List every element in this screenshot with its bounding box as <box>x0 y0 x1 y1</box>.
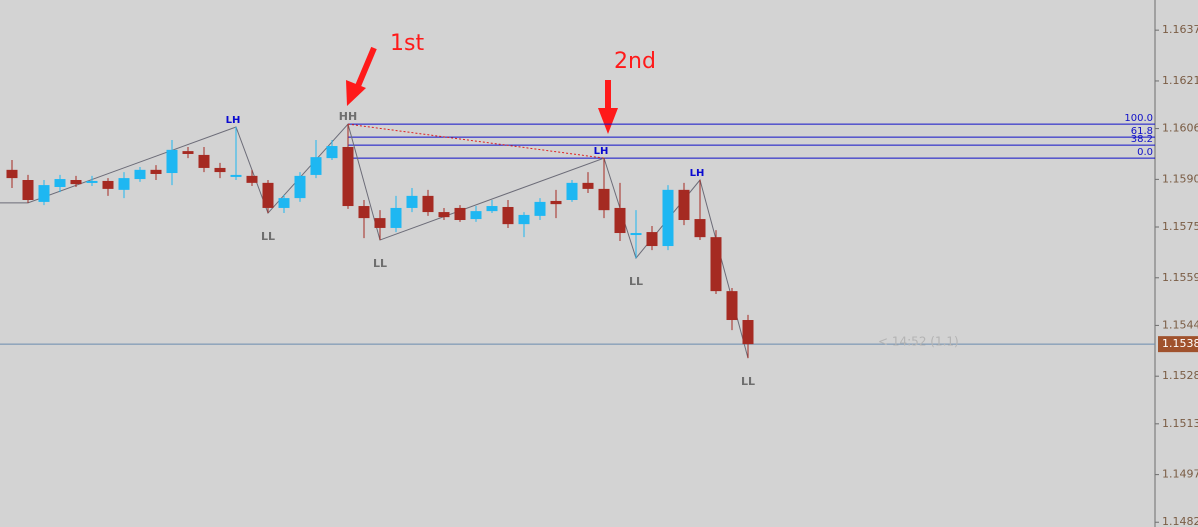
candle-body <box>486 206 498 212</box>
candle-body <box>278 198 290 208</box>
y-tick-label: 1.1590 <box>1162 172 1198 185</box>
candle-body <box>710 237 722 292</box>
swing-label: HH <box>339 110 357 123</box>
candle-body <box>694 219 706 238</box>
arrow <box>598 80 618 134</box>
candle-body <box>230 174 242 177</box>
candle-body <box>502 206 514 225</box>
arrow-shaft <box>355 46 377 88</box>
candle-body <box>646 232 658 247</box>
candle-body <box>518 214 530 225</box>
candle-body <box>134 169 146 180</box>
candle-body <box>310 157 322 175</box>
y-tick-label: 1.1637 <box>1162 23 1198 36</box>
candle-body <box>470 211 482 220</box>
candle-body <box>262 182 274 208</box>
y-tick-label: 1.1482 <box>1162 515 1198 527</box>
arrow <box>346 46 377 106</box>
price-box-label: 1.1538 <box>1162 337 1198 350</box>
swing-label: LH <box>594 146 609 157</box>
swing-label: LH <box>226 115 241 126</box>
annotation: 1st <box>390 31 424 56</box>
arrow-head <box>346 80 366 106</box>
candle-body <box>438 212 450 218</box>
candle-body <box>214 167 226 173</box>
swing-label: LL <box>373 257 387 270</box>
candle-body <box>54 179 66 187</box>
y-tick-label: 1.1544 <box>1162 318 1198 331</box>
y-tick-label: 1.1513 <box>1162 417 1198 430</box>
y-tick-label: 1.1497 <box>1162 468 1198 481</box>
candle-body <box>70 180 82 185</box>
candle-body <box>22 180 34 201</box>
y-tick-label: 1.1575 <box>1162 220 1198 233</box>
candle-body <box>6 169 18 179</box>
price-box <box>1158 336 1198 353</box>
fibo-label: 100.0 <box>1124 113 1153 124</box>
swing-label: LL <box>629 275 643 288</box>
candle-body <box>118 178 130 190</box>
candle-body <box>182 151 194 154</box>
swing-label: LL <box>741 375 755 388</box>
candle-body <box>614 207 626 234</box>
candle-body <box>422 195 434 213</box>
candle-body <box>566 182 578 201</box>
candle-body <box>198 154 210 168</box>
candle-body <box>598 188 610 211</box>
candle-body <box>582 182 594 189</box>
candle-body <box>454 207 466 221</box>
swing-label: LH <box>690 168 705 179</box>
candle-body <box>678 189 690 221</box>
candle-body <box>534 201 546 216</box>
candle-body <box>726 291 738 321</box>
candle-body <box>358 206 370 219</box>
fibo-label: 0.0 <box>1137 147 1153 158</box>
y-tick-label: 1.1559 <box>1162 271 1198 284</box>
candle-body <box>742 320 754 345</box>
candle-body <box>246 175 258 183</box>
candle-body <box>294 175 306 199</box>
timer-label: < 14:52 (1.1) <box>878 335 959 349</box>
fibo-label: 61.8 <box>1131 126 1153 137</box>
candle-body <box>86 180 98 183</box>
candle-body <box>630 233 642 236</box>
arrow-head <box>598 108 618 134</box>
trend-line <box>347 123 605 159</box>
y-tick-label: 1.1606 <box>1162 122 1198 135</box>
candle-body <box>166 149 178 174</box>
y-tick-label: 1.1528 <box>1162 369 1198 382</box>
candle-body <box>662 189 674 247</box>
y-tick-label: 1.1621 <box>1162 74 1198 87</box>
annotation: 2nd <box>614 49 656 74</box>
candle-body <box>38 185 50 202</box>
candle-body <box>342 146 354 207</box>
candle-body <box>390 207 402 228</box>
fibo-label: 38.2 <box>1131 134 1153 145</box>
swing-label: LL <box>261 230 275 243</box>
candle-body <box>150 169 162 174</box>
candle-body <box>326 146 338 159</box>
candle-body <box>102 180 114 189</box>
candle-body <box>550 200 562 205</box>
candle-body <box>406 195 418 208</box>
candle-body <box>374 218 386 228</box>
